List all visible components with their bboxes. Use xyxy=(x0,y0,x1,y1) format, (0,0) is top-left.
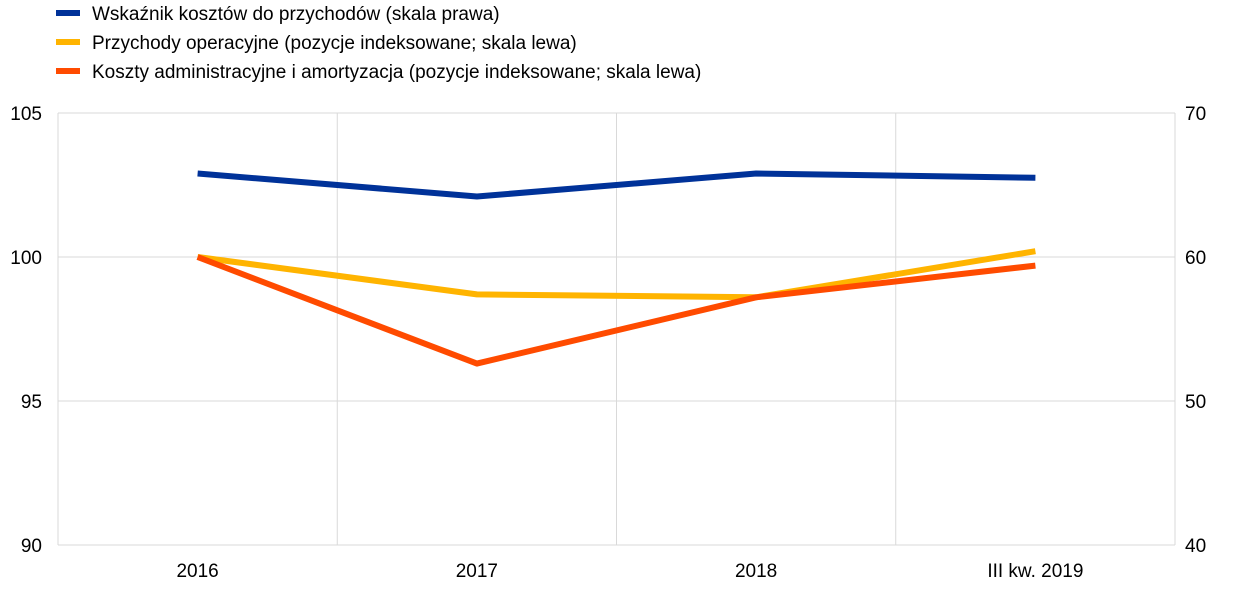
series-lines xyxy=(196,170,1036,367)
right-axis: 40 50 60 70 xyxy=(1185,104,1206,557)
y-left-tick-label: 105 xyxy=(10,104,42,125)
y-right-tick-label: 70 xyxy=(1185,104,1206,125)
x-tick-label: 2018 xyxy=(735,561,777,582)
plot-frame xyxy=(57,112,1176,546)
y-left-tick-label: 100 xyxy=(10,248,42,269)
legend-label: Wskaźnik kosztów do przychodów (skala pr… xyxy=(92,4,500,25)
y-right-tick-label: 60 xyxy=(1185,248,1206,269)
y-right-tick-label: 50 xyxy=(1185,392,1206,413)
legend-label: Koszty administracyjne i amortyzacja (po… xyxy=(92,62,701,83)
legend-label: Przychody operacyjne (pozycje indeksowan… xyxy=(92,33,577,54)
series-line-1 xyxy=(197,170,1036,200)
x-tick-label: 2016 xyxy=(176,561,218,582)
x-tick-label: 2017 xyxy=(456,561,498,582)
series-line-3 xyxy=(196,254,1036,367)
x-tick-label: III kw. 2019 xyxy=(987,561,1083,582)
series-line-2 xyxy=(197,248,1036,301)
x-axis: 2016 2017 2018 III kw. 2019 xyxy=(176,561,1083,582)
y-left-tick-label: 95 xyxy=(21,392,42,413)
y-left-tick-label: 90 xyxy=(21,536,42,557)
left-axis: 90 95 100 105 xyxy=(10,104,42,557)
legend: Wskaźnik kosztów do przychodów (skala pr… xyxy=(56,4,701,83)
y-right-tick-label: 40 xyxy=(1185,536,1206,557)
